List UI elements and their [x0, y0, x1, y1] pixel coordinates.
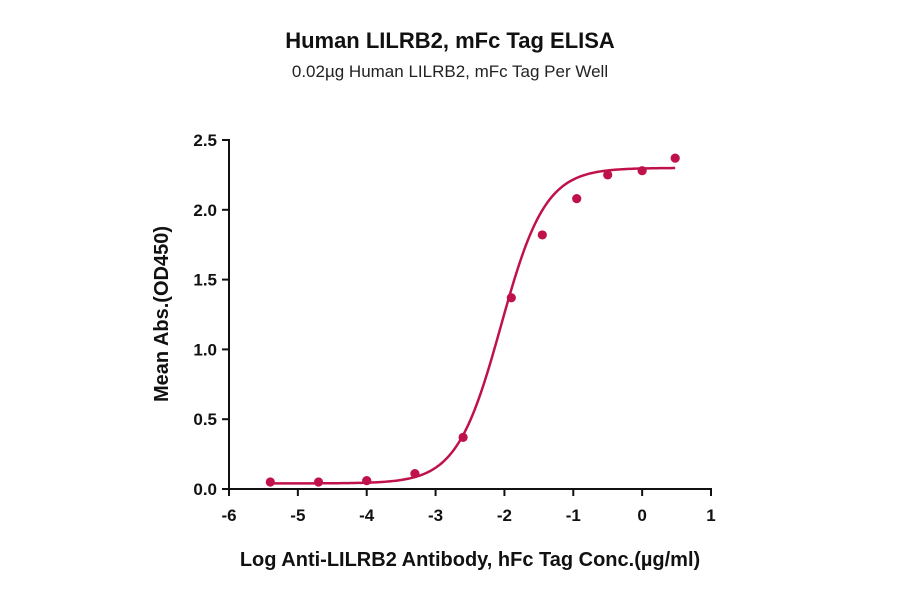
data-point	[670, 153, 680, 163]
x-tick-label: -2	[497, 506, 512, 525]
fit-curve-group	[270, 166, 676, 485]
x-tick-label: -1	[566, 506, 581, 525]
axes	[228, 139, 712, 490]
data-point	[572, 194, 582, 204]
data-point	[410, 469, 420, 479]
x-tick-label: 0	[637, 506, 646, 525]
y-axis-label: Mean Abs.(OD450)	[151, 226, 173, 402]
fit-curve	[270, 166, 676, 485]
x-axis-label: Log Anti-LILRB2 Antibody, hFc Tag Conc.(…	[240, 549, 700, 571]
x-tick-label: -3	[428, 506, 443, 525]
data-point	[362, 476, 372, 486]
data-point	[603, 170, 613, 180]
y-tick-label: 2.0	[193, 201, 217, 220]
x-tick-label: -4	[359, 506, 375, 525]
x-tick-label: 1	[706, 506, 715, 525]
data-point	[313, 477, 324, 487]
data-point	[637, 166, 647, 176]
data-point	[506, 293, 516, 303]
data-point	[265, 477, 275, 487]
x-tick-label: -5	[290, 506, 305, 525]
ticks: -6 -5 -4 -3 -2 -1 0 1 0.0 0.5 1.0 1.5 2.0 2.5	[193, 131, 715, 525]
data-point	[537, 230, 547, 240]
y-tick-label: 0.0	[193, 480, 217, 499]
chart-title: Human LILRB2, mFc Tag ELISA	[285, 28, 615, 53]
y-tick-label: 0.5	[193, 410, 217, 429]
data-points	[265, 153, 680, 487]
y-tick-label: 2.5	[193, 131, 217, 150]
data-point	[458, 432, 468, 442]
y-tick-label: 1.0	[193, 340, 217, 359]
x-tick-label: -6	[221, 506, 236, 525]
y-tick-label: 1.5	[193, 271, 217, 290]
chart-subtitle: 0.02µg Human LILRB2, mFc Tag Per Well	[291, 62, 609, 81]
